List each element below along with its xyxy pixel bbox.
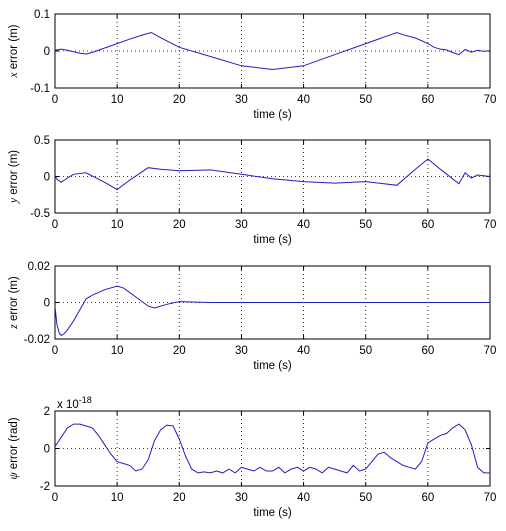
x-tick-label: 50 [359, 345, 372, 357]
y-tick-label: 0 [44, 46, 50, 58]
x-tick-label: 20 [173, 345, 186, 357]
x-tick-label: 70 [484, 94, 497, 106]
y-axis-label-var: ψ [8, 472, 20, 480]
y-axis-label-var: x [8, 72, 20, 79]
y-axis-label-var: z [8, 324, 20, 330]
x-tick-label: 40 [297, 94, 310, 106]
x-axis-label: time (s) [253, 360, 292, 372]
y-tick-label: 0 [44, 172, 50, 184]
y-tick-label: 0 [44, 444, 50, 456]
y-axis-label: x error (m) [8, 24, 20, 78]
x-tick-label: 50 [359, 492, 372, 504]
x-tick-label: 50 [359, 219, 372, 231]
multiplier-base: x 10 [57, 399, 79, 411]
y-axis-label: ψ error (rad) [8, 417, 20, 479]
x-axis-label: time (s) [253, 109, 292, 121]
x-tick-label: 10 [111, 492, 124, 504]
x-tick-label: 10 [111, 94, 124, 106]
y-tick-label: -2 [40, 481, 50, 493]
x-axis-label: time (s) [253, 234, 292, 246]
x-tick-label: 20 [173, 219, 186, 231]
plot-area [54, 13, 491, 89]
x-tick-label: 0 [52, 492, 58, 504]
x-axis-label: time (s) [253, 507, 292, 519]
x-tick-label: 30 [235, 345, 248, 357]
x-tick-label: 40 [297, 219, 310, 231]
axis-multiplier: x 10-18 [57, 395, 92, 411]
y-axis-label-text: error (rad) [8, 417, 20, 472]
x-tick-label: 0 [52, 219, 58, 231]
x-tick-label: 20 [173, 492, 186, 504]
x-tick-label: 60 [421, 345, 434, 357]
y-tick-label: -0.02 [24, 334, 50, 346]
y-tick-label: -0.5 [30, 208, 50, 220]
x-tick-label: 30 [235, 492, 248, 504]
y-tick-label: 0.02 [28, 261, 50, 273]
x-tick-label: 30 [235, 94, 248, 106]
y-axis-label-text: error (m) [8, 276, 20, 324]
y-axis-label-var: y [8, 197, 20, 204]
x-tick-label: 60 [421, 492, 434, 504]
series-line-1 [54, 423, 490, 474]
x-tick-label: 30 [235, 219, 248, 231]
plot-area [54, 139, 491, 214]
series-line-1 [54, 285, 490, 337]
x-tick-label: 60 [421, 94, 434, 106]
x-tick-label: 40 [297, 345, 310, 357]
y-tick-label: 0 [44, 298, 50, 310]
plot-area [54, 410, 491, 487]
x-tick-label: 70 [484, 219, 497, 231]
y-tick-label: 0.1 [34, 9, 50, 21]
multiplier-exponent: -18 [79, 395, 92, 405]
x-tick-label: 60 [421, 219, 434, 231]
x-tick-label: 40 [297, 492, 310, 504]
x-tick-label: 20 [173, 94, 186, 106]
y-axis-label: z error (m) [8, 276, 20, 330]
x-tick-label: 10 [111, 345, 124, 357]
x-tick-label: 0 [52, 94, 58, 106]
x-tick-label: 70 [484, 345, 497, 357]
y-tick-label: 0.5 [34, 135, 50, 147]
series-line-1 [54, 31, 491, 71]
series-line-1 [54, 158, 491, 191]
x-tick-label: 10 [111, 219, 124, 231]
y-axis-label-text: error (m) [8, 150, 20, 198]
x-tick-label: 0 [52, 345, 58, 357]
x-tick-label: 50 [359, 94, 372, 106]
x-tick-label: 70 [484, 492, 497, 504]
y-tick-label: 2 [44, 406, 50, 418]
y-axis-label: y error (m) [8, 150, 20, 204]
y-tick-label: -0.1 [30, 83, 50, 95]
y-axis-label-text: error (m) [8, 24, 20, 72]
